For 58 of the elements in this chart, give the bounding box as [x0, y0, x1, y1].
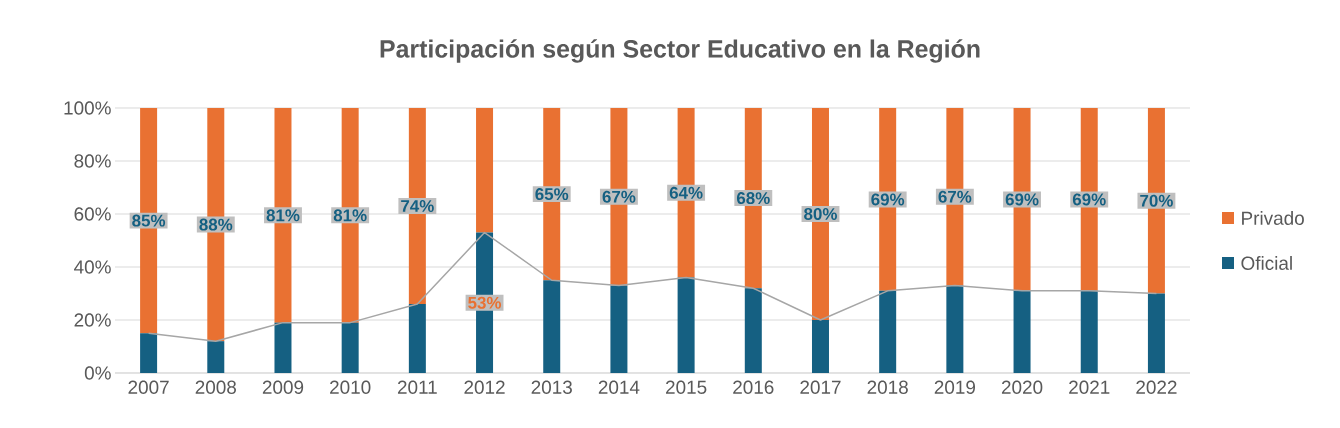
bar — [543, 280, 561, 373]
x-tick-label: 2014 — [598, 380, 640, 394]
legend-label: Privado — [1242, 211, 1304, 225]
chart-title: Participación según Sector Educativo en la Región — [380, 39, 980, 63]
data-label: 69% — [1005, 193, 1039, 206]
x-tick-label: 2015 — [666, 380, 707, 394]
bar — [1013, 290, 1031, 373]
data-label: 67% — [938, 190, 972, 203]
data-label: 70% — [1140, 194, 1173, 207]
data-label: 80% — [804, 208, 837, 220]
x-tick-label: 2013 — [531, 380, 572, 394]
bar — [610, 285, 628, 373]
x-tick-label: 2009 — [262, 380, 304, 394]
data-label: 68% — [736, 192, 770, 205]
data-label: 69% — [871, 193, 905, 206]
x-tick-label: 2011 — [397, 380, 437, 394]
x-tick-label: 2018 — [867, 380, 908, 394]
bar — [1147, 293, 1165, 373]
bar — [744, 288, 762, 373]
x-tick-label: 2022 — [1136, 380, 1177, 394]
bar — [476, 108, 494, 233]
x-tick-label: 2019 — [934, 380, 976, 394]
bar — [1080, 290, 1098, 373]
legend-label: Oficial — [1241, 256, 1292, 270]
x-tick-label: 2010 — [330, 380, 371, 394]
data-label: 53% — [468, 296, 502, 309]
bar — [207, 341, 225, 373]
bar — [946, 285, 964, 373]
x-tick-label: 2016 — [733, 380, 774, 394]
x-tick-label: 2012 — [464, 380, 505, 394]
y-tick-label: 20% — [74, 313, 111, 327]
bar — [879, 290, 897, 373]
x-tick-label: 2021 — [1069, 380, 1110, 394]
y-tick-label: 100% — [64, 101, 111, 115]
bar — [341, 322, 359, 373]
data-label: 88% — [199, 218, 233, 231]
x-tick-label: 2007 — [128, 380, 169, 394]
x-tick-label: 2020 — [1001, 380, 1043, 394]
data-label: 64% — [669, 186, 703, 199]
data-label: 67% — [602, 190, 636, 203]
bar — [811, 320, 829, 373]
data-label: 65% — [535, 188, 569, 201]
data-label: 81% — [333, 209, 367, 222]
bar — [408, 304, 426, 373]
x-tick-label: 2008 — [195, 380, 237, 394]
line-series — [147, 231, 1158, 342]
data-label: 69% — [1072, 193, 1106, 206]
x-tick-label: 2017 — [800, 380, 841, 394]
data-label: 85% — [132, 214, 166, 227]
bar — [140, 333, 158, 373]
bar — [677, 277, 695, 373]
y-tick-label: 0% — [84, 366, 111, 380]
y-tick-label: 60% — [74, 207, 111, 221]
data-label: 81% — [266, 209, 300, 222]
data-label: 74% — [401, 200, 434, 212]
bar — [274, 322, 292, 373]
y-tick-label: 40% — [74, 260, 111, 274]
y-tick-label: 80% — [74, 154, 111, 168]
